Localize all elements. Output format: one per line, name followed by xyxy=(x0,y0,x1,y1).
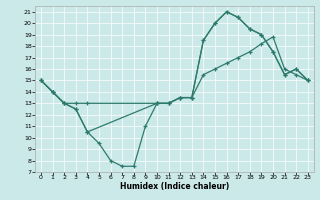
X-axis label: Humidex (Indice chaleur): Humidex (Indice chaleur) xyxy=(120,182,229,191)
